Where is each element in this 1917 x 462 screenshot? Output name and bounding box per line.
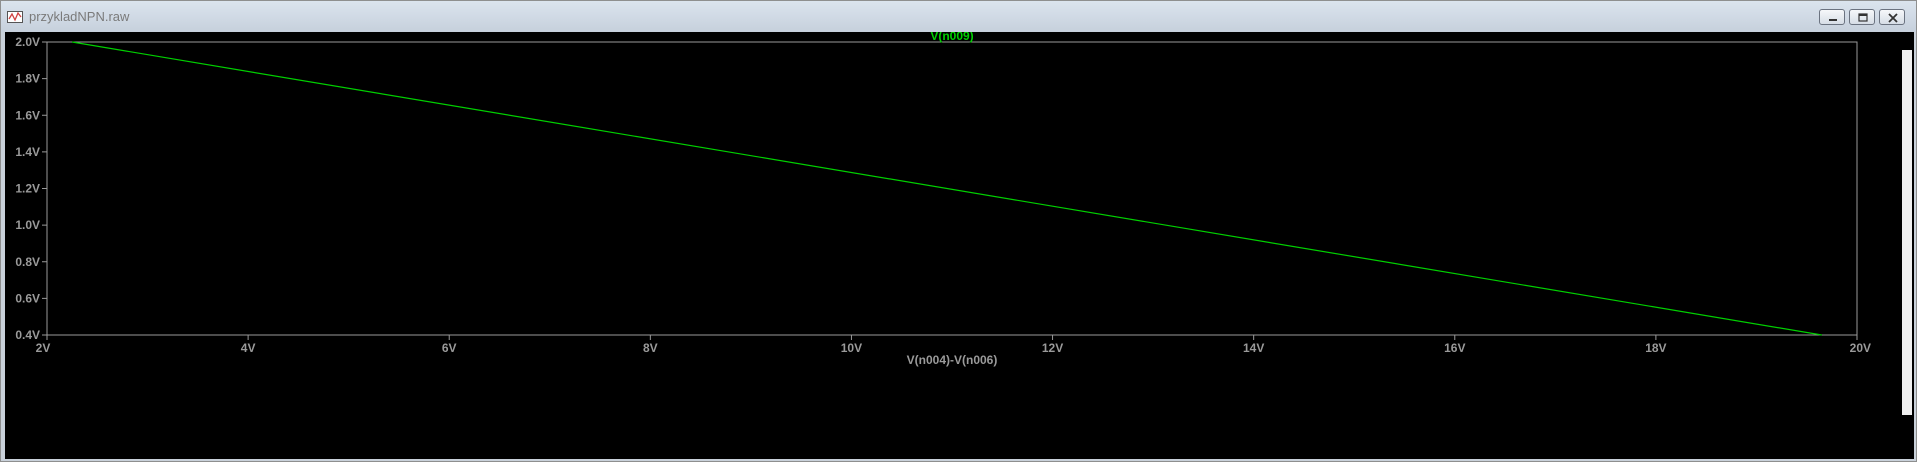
series-line-v-n009 — [72, 41, 1822, 336]
x-tick-label: 12V — [1042, 341, 1063, 355]
y-tick-label: 1.0V — [15, 218, 40, 232]
x-tick-label: 14V — [1243, 341, 1264, 355]
x-tick-label: 18V — [1645, 341, 1666, 355]
y-tick-label: 1.8V — [15, 72, 40, 86]
axes — [42, 41, 1858, 340]
waveform-app-icon — [7, 11, 23, 23]
restore-icon — [1858, 13, 1868, 22]
vertical-scrollbar[interactable] — [1902, 50, 1912, 415]
x-tick-label: 2V — [36, 341, 51, 355]
chart-title: V(n009) — [930, 32, 973, 43]
y-tick-label: 0.6V — [15, 291, 40, 305]
close-button[interactable] — [1879, 9, 1905, 25]
y-tick-label: 0.4V — [15, 328, 40, 342]
plot-area[interactable]: 2.0V 1.8V 1.6V 1.4V 1.2V 1.0V 0.8V 0.6V 0.4V 2V 4V… — [5, 32, 1914, 459]
close-icon — [1888, 13, 1898, 23]
y-tick-label: 0.8V — [15, 255, 40, 269]
x-tick-label: 4V — [241, 341, 256, 355]
restore-button[interactable] — [1849, 9, 1875, 25]
title-bar[interactable]: przykladNPN.raw — [1, 1, 1916, 32]
y-tick-label: 1.2V — [15, 182, 40, 196]
x-tick-label: 20V — [1850, 341, 1871, 355]
series-layer — [72, 41, 1822, 336]
x-tick-label: 10V — [841, 341, 862, 355]
y-tick-label: 1.4V — [15, 145, 40, 159]
y-tick-label: 1.6V — [15, 108, 40, 122]
minimize-button[interactable] — [1819, 9, 1845, 25]
window-title: przykladNPN.raw — [29, 9, 130, 24]
minimize-icon — [1829, 19, 1837, 21]
x-tick-label: 6V — [442, 341, 457, 355]
x-tick-label: 8V — [643, 341, 658, 355]
y-tick-label: 2.0V — [15, 35, 40, 49]
plot-border — [46, 41, 1858, 336]
x-axis-label: V(n004)-V(n006) — [907, 353, 998, 367]
x-tick-label: 16V — [1444, 341, 1465, 355]
